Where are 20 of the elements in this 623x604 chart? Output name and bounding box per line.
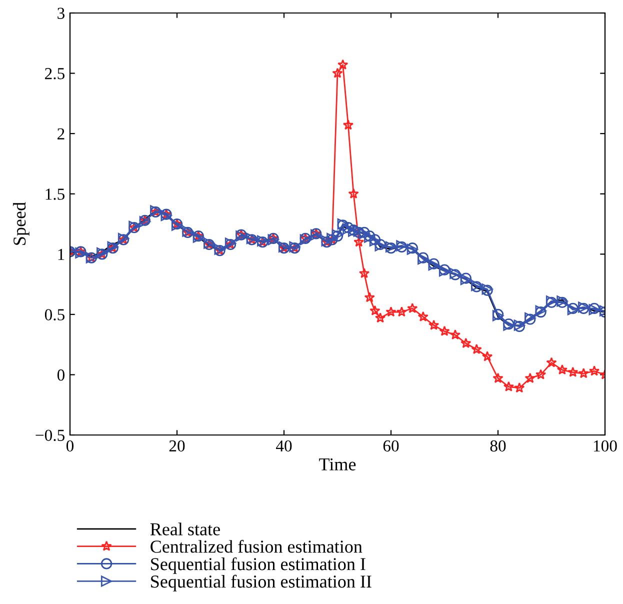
x-tick-label: 0 xyxy=(66,440,74,452)
y-tick-label: 2.5 xyxy=(45,68,64,80)
x-tick-label: 60 xyxy=(383,440,399,452)
y-tick-label: 3 xyxy=(58,8,64,19)
x-tick-label: 20 xyxy=(169,440,185,452)
y-tick-label: 0.5 xyxy=(44,309,64,320)
x-tick-label: 80 xyxy=(490,440,506,452)
y-tick-label: −0.5 xyxy=(36,430,64,442)
y-tick-label: 0 xyxy=(57,369,65,381)
legend-label: Centralized fusion estimation xyxy=(150,540,362,553)
y-tick-label: 1 xyxy=(58,248,64,260)
legend-label: Real state xyxy=(150,522,220,536)
x-tick-label: 40 xyxy=(276,440,292,452)
y-axis-title: Speed xyxy=(12,202,30,245)
legend-label: Sequential fusion estimation II xyxy=(151,574,372,592)
x-axis-title: Time xyxy=(319,458,356,470)
y-tick-label: 1.5 xyxy=(46,188,64,200)
legend-label: Sequential fusion estimation I xyxy=(151,557,366,574)
y-tick-label: 2 xyxy=(58,128,64,140)
x-tick-label: 100 xyxy=(594,440,617,452)
